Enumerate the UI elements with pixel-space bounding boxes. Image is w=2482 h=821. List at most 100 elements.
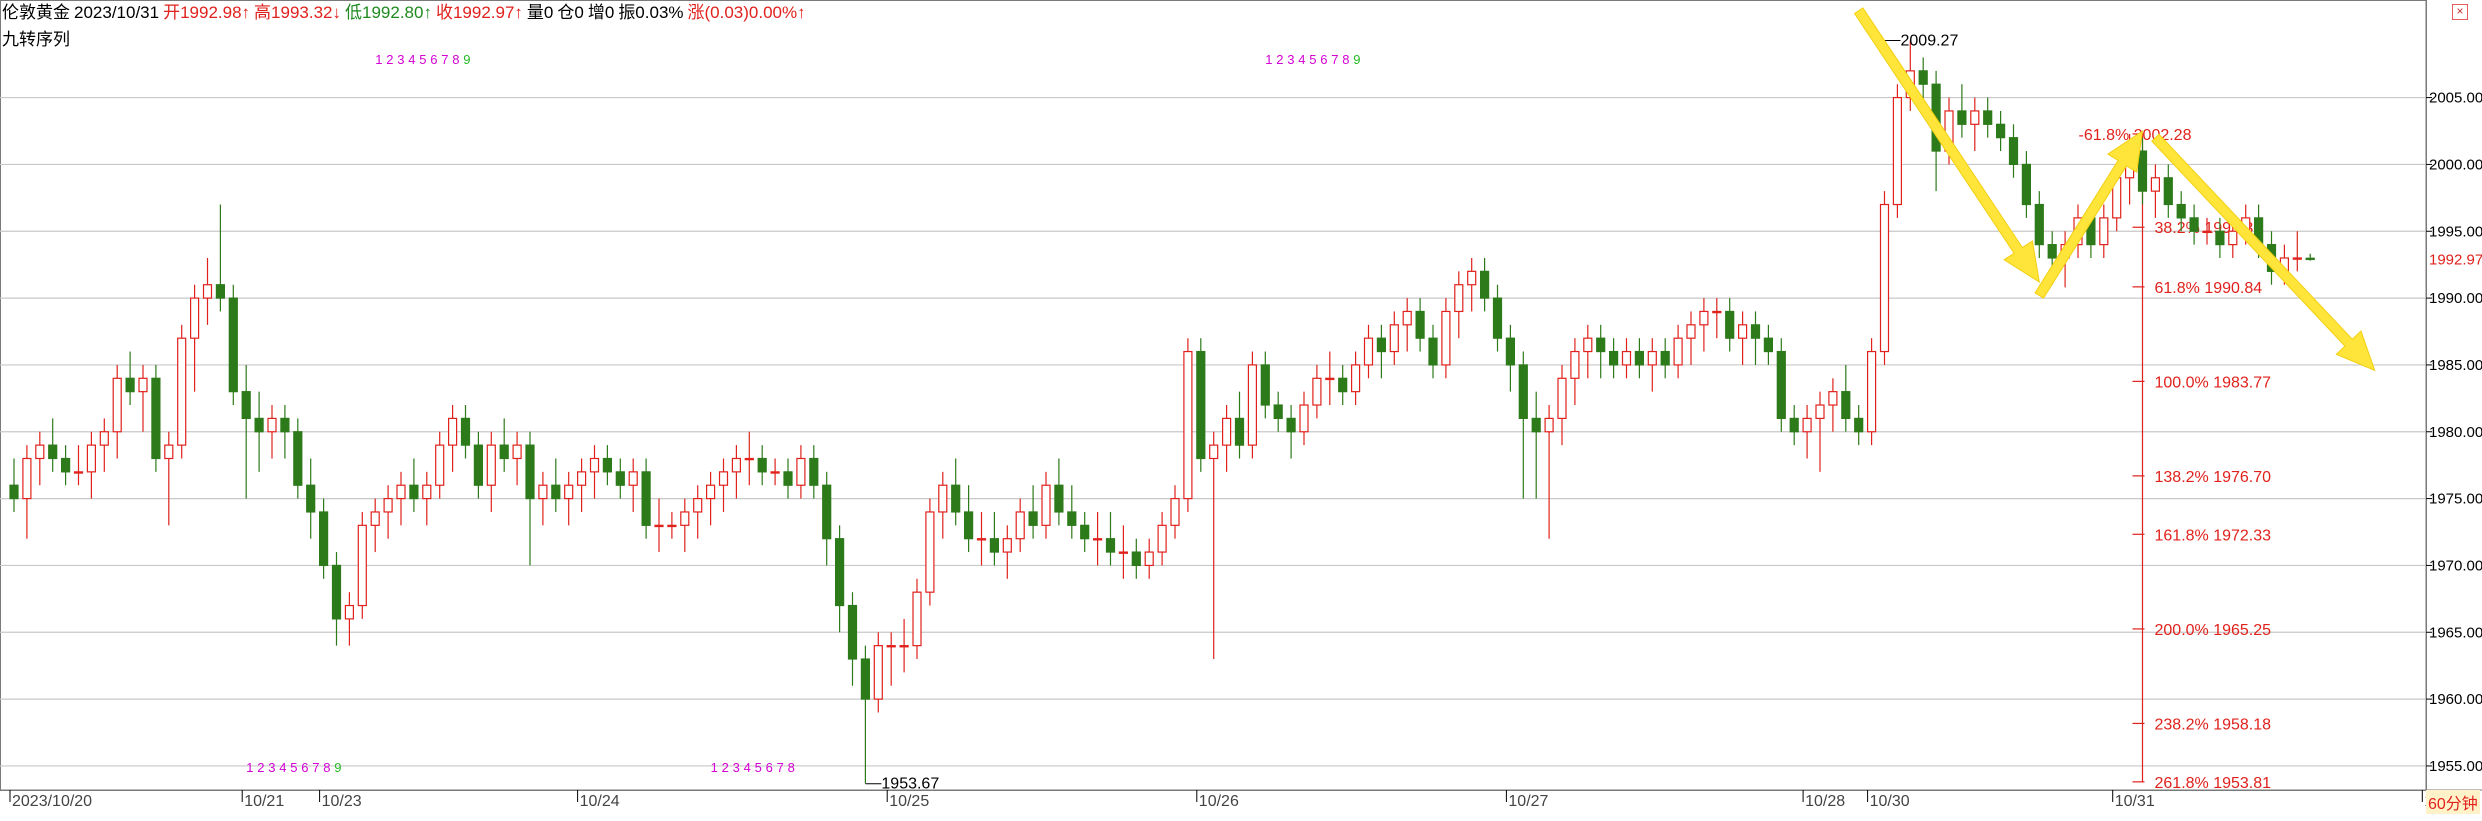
candle-body xyxy=(1196,350,1206,460)
candle-body xyxy=(1080,524,1090,540)
candle-body xyxy=(1583,337,1593,353)
candle-body xyxy=(1557,377,1567,419)
price-annotation-label: 2009.27 xyxy=(1901,33,1959,50)
candle-body xyxy=(744,457,754,461)
trend-arrow-down xyxy=(1853,7,2040,284)
axis-layer: 2005.00 2000.00 1995.00 1990.00 1985.00 1980.… xyxy=(9,90,2482,810)
candle-body xyxy=(112,377,122,433)
period-badge[interactable]: 60分钟 xyxy=(2426,790,2480,814)
candle-body xyxy=(1854,417,1864,433)
candle-body xyxy=(190,297,200,339)
candle-body xyxy=(1596,337,1606,353)
quote-header: 伦敦黄金 2023/10/31 开1992.98↑ 高1993.32↓ 低1992.80… xyxy=(2,3,810,23)
candle-body xyxy=(9,484,19,500)
candle-body xyxy=(409,484,419,500)
candle-body xyxy=(1028,511,1038,526)
volume: 量0 xyxy=(526,3,554,22)
candle-body xyxy=(1776,350,1786,419)
candle-body xyxy=(2202,230,2212,234)
fibonacci-level-label: 61.8% 1990.84 xyxy=(2155,280,2263,297)
candle-body xyxy=(22,457,32,500)
candle-body xyxy=(757,457,767,473)
x-axis-date-label: 2023/10/20 xyxy=(12,793,92,810)
candle-body xyxy=(1879,203,1890,353)
nine-sequence-digit: 4 xyxy=(744,760,751,775)
candle-body xyxy=(1376,337,1387,353)
high-price: 高1993.32↓ xyxy=(254,3,341,22)
candle-body xyxy=(1866,350,1877,433)
candle-body xyxy=(164,444,174,460)
fibonacci-level-label: 100.0% 1983.77 xyxy=(2155,374,2272,391)
candle-body xyxy=(370,511,380,526)
candle-body xyxy=(1312,377,1322,406)
candle-body xyxy=(1131,551,1141,567)
candle-body xyxy=(873,645,883,700)
candle-body xyxy=(1531,417,1541,433)
fibonacci-level-label: 138.2% 1976.70 xyxy=(2155,469,2272,486)
candle-body xyxy=(1686,324,1696,339)
candle-body xyxy=(551,484,561,500)
candle-body xyxy=(512,444,522,460)
candle-body xyxy=(538,484,548,500)
x-axis-date-label: 10/24 xyxy=(580,793,620,810)
candle-body xyxy=(589,457,600,473)
candle-body xyxy=(1957,110,1967,125)
candle-body xyxy=(1054,484,1064,513)
candle-body xyxy=(602,457,613,473)
candle-body xyxy=(125,377,135,393)
nine-sequence-digit: 4 xyxy=(408,52,415,67)
candle-body xyxy=(2189,217,2199,232)
candle-body xyxy=(1428,337,1438,366)
candle-body xyxy=(2021,163,2032,206)
nine-sequence-digit: 3 xyxy=(397,52,404,67)
candle-body xyxy=(499,444,509,460)
nine-sequence-digit: 7 xyxy=(312,760,319,775)
candle-body xyxy=(705,484,716,500)
candle-body xyxy=(1505,337,1516,366)
candle-body xyxy=(1841,391,1851,419)
candle-body xyxy=(976,538,987,541)
instrument-name: 伦敦黄金 xyxy=(2,3,70,22)
trend-arrow-down xyxy=(2151,133,2376,372)
y-axis-tick-label: 1995.00 xyxy=(2429,223,2482,240)
candle-body xyxy=(60,457,71,473)
candle-body xyxy=(215,284,225,299)
candle-body xyxy=(1815,404,1825,419)
trend-arrow-up xyxy=(2034,129,2144,299)
nine-sequence-digit: 8 xyxy=(323,760,330,775)
nine-sequence-digit: 2 xyxy=(1276,52,1283,67)
close-icon[interactable]: × xyxy=(2452,4,2468,20)
candle-body xyxy=(860,658,871,700)
candle-body xyxy=(1299,404,1309,433)
candle-body xyxy=(73,471,84,474)
candle-body xyxy=(1544,417,1554,433)
candle-body xyxy=(1441,310,1451,366)
candle-body xyxy=(254,417,264,433)
candle-body xyxy=(1918,70,1928,85)
candle-body xyxy=(963,511,974,540)
nine-sequence-digit: 3 xyxy=(1287,52,1294,67)
nine-sequence-digit: 2 xyxy=(386,52,393,67)
candle-body xyxy=(1763,337,1774,353)
candle-body xyxy=(1389,324,1399,353)
candle-body xyxy=(99,431,109,446)
indicator-label[interactable]: 九转序列 xyxy=(2,30,70,49)
candle-body xyxy=(1737,324,1748,339)
candle-body xyxy=(177,337,187,446)
fibonacci-level-label: 261.8% 1953.81 xyxy=(2155,775,2272,792)
candle-body xyxy=(1995,123,2006,139)
candle-body xyxy=(628,471,638,486)
nine-sequence-digit: 9 xyxy=(334,760,341,775)
nine-sequence-digit: 2 xyxy=(257,760,264,775)
nine-sequence-digit: 7 xyxy=(441,52,448,67)
candle-body xyxy=(1325,377,1335,381)
candle-body xyxy=(2150,177,2160,192)
candle-body xyxy=(1234,417,1245,446)
candle-body xyxy=(1712,310,1722,314)
nine-sequence-digit: 4 xyxy=(279,760,286,775)
candle-body xyxy=(770,471,780,474)
candle-body xyxy=(151,377,161,460)
